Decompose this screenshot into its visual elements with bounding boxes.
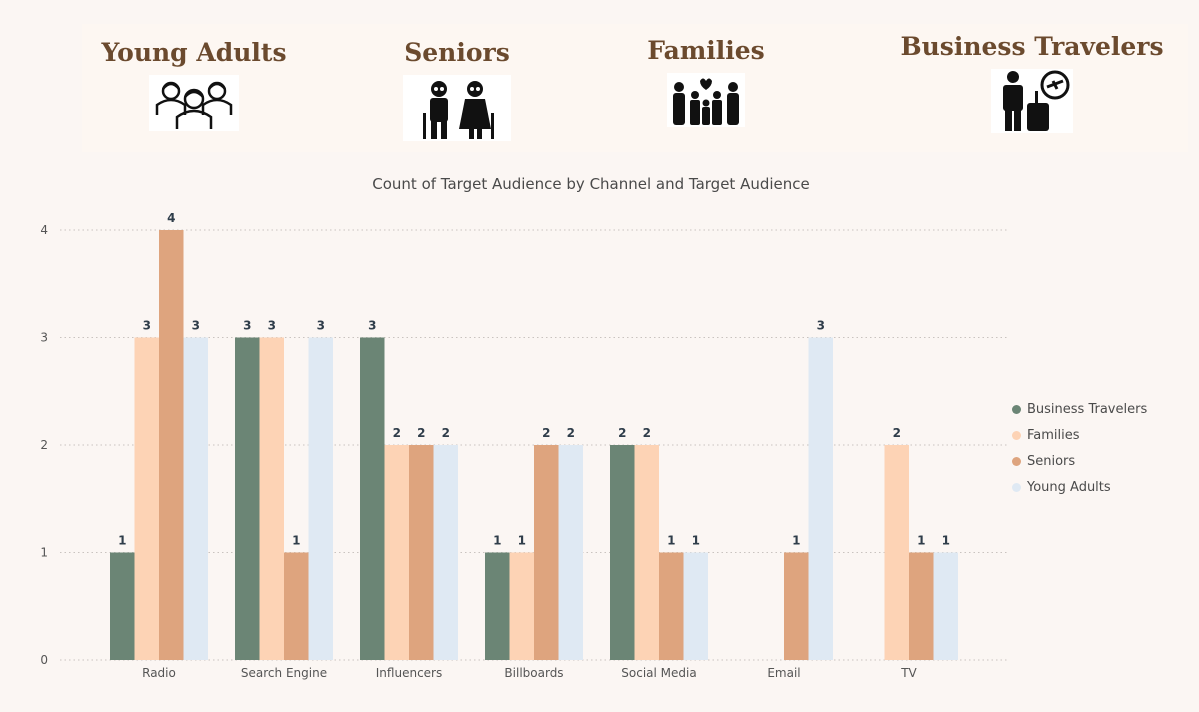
x-tick-label: Social Media <box>621 666 696 680</box>
legend-swatch <box>1012 404 1021 414</box>
legend-swatch <box>1012 456 1021 466</box>
bar[interactable] <box>134 337 160 661</box>
data-label: 3 <box>143 319 151 333</box>
bar[interactable] <box>610 445 635 660</box>
x-tick-label: TV <box>900 666 917 680</box>
bar[interactable] <box>634 445 660 660</box>
family-icon <box>667 73 745 127</box>
data-label: 1 <box>292 534 300 548</box>
legend-item[interactable]: Families <box>1012 422 1147 448</box>
bar[interactable] <box>683 552 709 661</box>
data-label: 1 <box>118 534 126 548</box>
x-tick-label: Email <box>767 666 800 680</box>
bar[interactable] <box>509 552 535 661</box>
legend-item[interactable]: Business Travelers <box>1012 396 1147 422</box>
bar[interactable] <box>409 445 434 660</box>
legend-label: Families <box>1027 427 1080 443</box>
bar[interactable] <box>884 445 910 660</box>
bar[interactable] <box>784 552 809 661</box>
x-tick-label: Radio <box>142 666 176 680</box>
audience-title: Young Adults <box>101 38 287 67</box>
bar[interactable] <box>259 337 285 661</box>
data-label: 2 <box>542 426 550 440</box>
legend-label: Seniors <box>1027 453 1076 469</box>
legend-label: Young Adults <box>1027 479 1111 495</box>
business-traveler-icon <box>991 69 1073 133</box>
bar[interactable] <box>558 445 584 660</box>
data-label: 3 <box>192 319 200 333</box>
data-label: 4 <box>167 211 175 225</box>
chart-legend: Business Travelers Families Seniors Young A… <box>1012 396 1147 500</box>
data-label: 2 <box>442 426 450 440</box>
audience-card-families: Families <box>643 36 769 127</box>
data-label: 2 <box>893 426 901 440</box>
y-tick-label: 4 <box>40 223 48 237</box>
data-label: 2 <box>393 426 401 440</box>
data-label: 1 <box>493 534 501 548</box>
data-label: 1 <box>792 534 800 548</box>
bar[interactable] <box>384 445 410 660</box>
bar[interactable] <box>360 337 385 661</box>
data-label: 2 <box>567 426 575 440</box>
x-tick-label: Influencers <box>376 666 442 680</box>
bar[interactable] <box>110 552 135 661</box>
bar[interactable] <box>534 445 559 660</box>
legend-item[interactable]: Seniors <box>1012 448 1147 474</box>
audience-card-seniors: Seniors <box>400 38 514 141</box>
data-label: 2 <box>618 426 626 440</box>
legend-swatch <box>1012 430 1021 440</box>
data-label: 3 <box>317 319 325 333</box>
audience-card-young-adults: Young Adults <box>92 38 296 131</box>
bar[interactable] <box>933 552 959 661</box>
y-tick-label: 2 <box>40 438 48 452</box>
bar[interactable] <box>659 552 684 661</box>
chart-title: Count of Target Audience by Channel and … <box>372 175 810 193</box>
x-tick-label: Search Engine <box>241 666 327 680</box>
bar-chart: 0 1 2 3 4 1 3 4 3 Radio 3 3 1 3 Search Engine 3 2 2 2 Influ… <box>40 211 1008 680</box>
x-tick-label: Billboards <box>504 666 563 680</box>
bar[interactable] <box>909 552 934 661</box>
y-tick-label: 1 <box>40 546 48 560</box>
data-label: 1 <box>942 534 950 548</box>
data-label: 1 <box>667 534 675 548</box>
audience-title: Seniors <box>404 38 510 67</box>
legend-label: Business Travelers <box>1027 401 1148 417</box>
data-label: 2 <box>417 426 425 440</box>
bar[interactable] <box>284 552 309 661</box>
legend-swatch <box>1012 482 1021 492</box>
elderly-couple-icon <box>403 75 511 141</box>
legend-item[interactable]: Young Adults <box>1012 474 1147 500</box>
data-label: 1 <box>518 534 526 548</box>
bar[interactable] <box>183 337 209 661</box>
bar[interactable] <box>433 445 459 660</box>
data-label: 1 <box>917 534 925 548</box>
bar[interactable] <box>485 552 510 661</box>
audience-title: Families <box>647 36 765 65</box>
group-of-people-icon <box>149 75 239 131</box>
data-label: 3 <box>817 319 825 333</box>
audience-title: Business Travelers <box>900 32 1164 61</box>
y-tick-label: 3 <box>40 331 48 345</box>
bar[interactable] <box>235 337 260 661</box>
audience-card-business-travelers: Business Travelers <box>900 32 1164 133</box>
data-label: 3 <box>368 319 376 333</box>
y-tick-label: 0 <box>40 653 48 667</box>
data-label: 3 <box>243 319 251 333</box>
data-label: 3 <box>268 319 276 333</box>
data-label: 1 <box>692 534 700 548</box>
data-label: 2 <box>643 426 651 440</box>
bar[interactable] <box>308 337 334 661</box>
bar[interactable] <box>159 230 184 660</box>
bar[interactable] <box>808 337 834 661</box>
